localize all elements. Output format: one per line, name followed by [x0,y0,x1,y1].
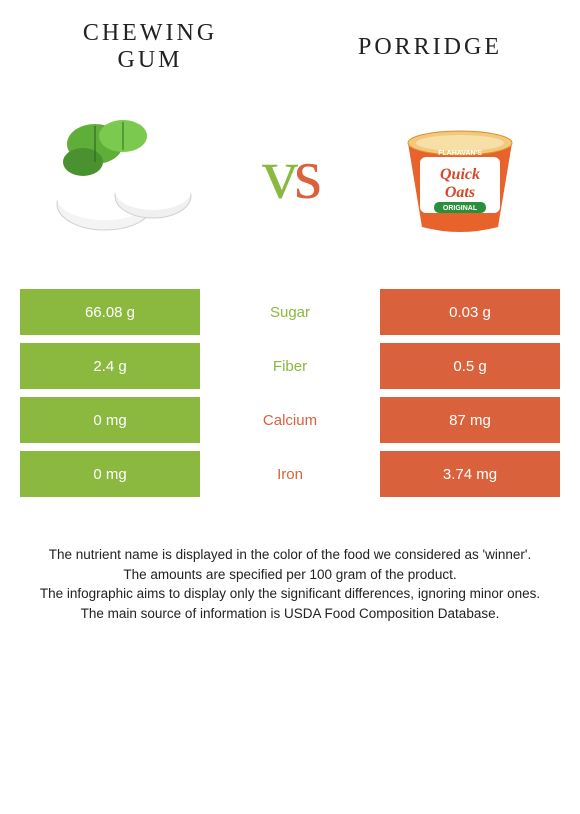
nutrient-label: Iron [200,451,380,497]
footer-line: The infographic aims to display only the… [20,584,560,604]
nutrient-left-value: 0 mg [20,397,200,443]
comparison-images-row: vs FLAHAVAN'S Quick Oats ORIGINAL [0,79,580,279]
footer-line: The main source of information is USDA F… [20,604,560,624]
right-food-image: FLAHAVAN'S Quick Oats ORIGINAL [370,99,550,249]
porridge-cup-icon: FLAHAVAN'S Quick Oats ORIGINAL [390,109,530,239]
chewing-gum-icon [35,104,205,244]
left-food-image [30,99,210,249]
nutrient-left-value: 66.08 g [20,289,200,335]
porridge-brand: FLAHAVAN'S [438,150,482,157]
nutrient-row: 0 mgIron3.74 mg [20,451,560,497]
footer-line: The amounts are specified per 100 gram o… [20,565,560,585]
nutrient-table: 66.08 gSugar0.03 g 2.4 gFiber0.5 g 0 mgCal… [0,279,580,497]
nutrient-right-value: 87 mg [380,397,560,443]
nutrient-label: Sugar [200,289,380,335]
nutrient-right-value: 0.03 g [380,289,560,335]
nutrient-left-value: 0 mg [20,451,200,497]
porridge-product-1: Quick [440,166,480,183]
nutrient-label: Calcium [200,397,380,443]
right-food-title: Porridge [330,34,530,61]
nutrient-right-value: 3.74 mg [380,451,560,497]
comparison-header: Chewing gum Porridge [0,0,580,79]
porridge-product-2: Oats [445,184,475,201]
porridge-variant: ORIGINAL [443,205,478,212]
nutrient-row: 66.08 gSugar0.03 g [20,289,560,335]
nutrient-row: 2.4 gFiber0.5 g [20,343,560,389]
footer-line: The nutrient name is displayed in the co… [20,545,560,565]
left-food-title: Chewing gum [50,20,250,74]
footer-notes: The nutrient name is displayed in the co… [0,505,580,623]
nutrient-right-value: 0.5 g [380,343,560,389]
nutrient-left-value: 2.4 g [20,343,200,389]
nutrient-row: 0 mgCalcium87 mg [20,397,560,443]
nutrient-label: Fiber [200,343,380,389]
vs-label: vs [262,133,318,216]
